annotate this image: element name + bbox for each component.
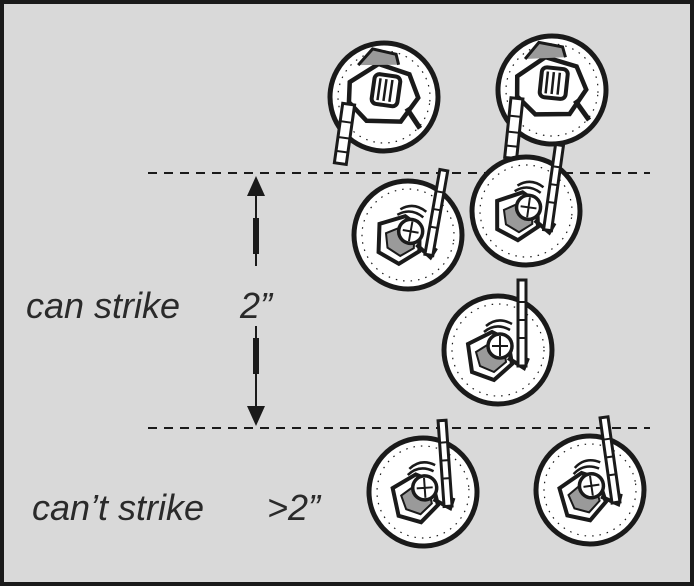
enemy-miniature-left — [321, 36, 445, 176]
miniature-can-strike-3 — [444, 280, 552, 404]
miniature-cant-strike-1 — [364, 418, 480, 549]
cant-strike-distance: >2” — [267, 487, 321, 528]
miniature-can-strike-2 — [465, 134, 589, 272]
measure-arrow-icon — [247, 176, 265, 426]
miniature-can-strike-1 — [345, 157, 473, 298]
can-strike-label: can strike — [26, 285, 181, 326]
miniature-cant-strike-2 — [527, 413, 651, 551]
cant-strike-label: can’t strike — [32, 487, 205, 528]
enemy-miniature-right — [491, 31, 612, 168]
can-strike-distance: 2” — [240, 285, 273, 326]
diagram-svg — [148, 4, 690, 582]
